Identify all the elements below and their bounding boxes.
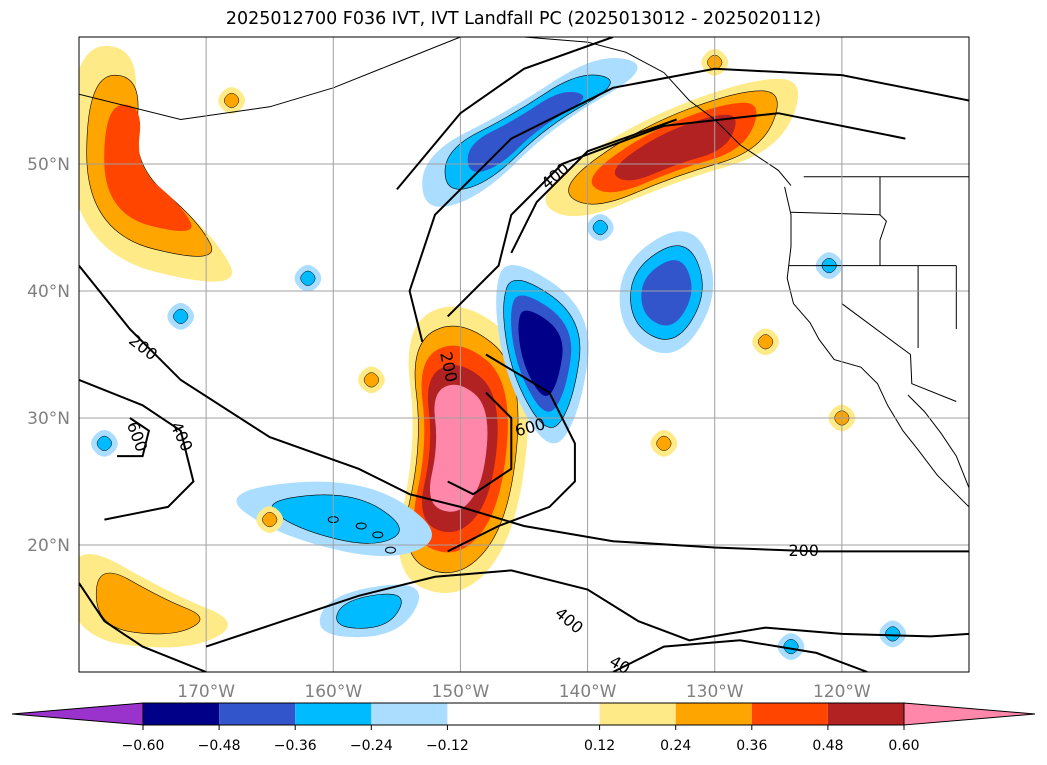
colorbar-segment (827, 703, 904, 725)
colorbar-segment (675, 703, 752, 725)
colorbar-frame (142, 702, 905, 726)
pc-small-core-12 (96, 435, 112, 451)
ivt-contour-0 (79, 264, 969, 553)
colorbar-segment (371, 703, 448, 725)
x-tick-label: 160°W (304, 682, 362, 702)
y-axis: 20°N 30°N 40°N 50°N (27, 155, 70, 556)
coastline-8 (910, 354, 957, 402)
pc-patch-3-level-1 (95, 572, 201, 635)
colorbar-extend-max (903, 702, 1036, 726)
colorbar-tick-label: 0.12 (584, 738, 615, 754)
colorbar: −0.60 −0.48 −0.36 −0.24 −0.12 0.12 0.24 0.36 0.4… (11, 702, 1036, 754)
coastlines (79, 37, 969, 554)
colorbar-tick-label: −0.12 (426, 738, 469, 754)
colorbar-tick-label: −0.60 (122, 738, 165, 754)
ivt-contour-7 (205, 569, 969, 648)
pc-small-core-9 (758, 334, 774, 350)
ivt-contour-4 (510, 118, 677, 254)
y-tick-label: 30°N (27, 409, 70, 429)
coastline-5 (879, 176, 887, 266)
colorbar-segment (751, 703, 828, 725)
colorbar-tick-label: −0.36 (274, 738, 317, 754)
ivt-pc-fills (79, 45, 907, 660)
chart-title: 2025012700 F036 IVT, IVT Landfall PC (20… (225, 9, 822, 29)
ivt-contour-5 (79, 378, 195, 521)
pc-patch-8-level-1 (336, 593, 402, 629)
pc-patch-6-level-2 (641, 260, 692, 326)
pc-patch-4-level-3 (518, 310, 563, 396)
colorbar-tick-label: −0.48 (198, 738, 241, 754)
colorbar-segment (295, 703, 372, 725)
pc-patch-0-level-4 (429, 384, 488, 512)
pc-patch-7-level-1 (271, 494, 400, 544)
pc-small-core-6 (300, 270, 316, 286)
colorbar-segment (219, 703, 296, 725)
pc-small-core-8 (885, 626, 901, 642)
colorbar-tick-label: 0.48 (812, 738, 843, 754)
plot-frame (78, 36, 970, 673)
coastline-1 (523, 37, 792, 186)
y-tick-label: 40°N (27, 282, 70, 302)
colorbar-tick-label: 0.24 (660, 738, 691, 754)
pc-small-core-0 (224, 92, 240, 109)
pc-small-core-3 (262, 512, 278, 528)
x-tick-label: 120°W (813, 682, 871, 702)
ivt-contour-6 (117, 417, 151, 458)
hawaii-island-1 (355, 522, 367, 530)
pc-small-core-13 (656, 435, 672, 451)
pc-patch-2-level-2 (104, 104, 192, 232)
ivt-contour-9 (447, 391, 513, 496)
y-tick-label: 50°N (27, 155, 70, 175)
ivt-contours (79, 37, 969, 672)
contour-label-2: 200 (788, 541, 819, 560)
hawaii-island-3 (385, 546, 396, 554)
pc-small-core-4 (363, 372, 379, 388)
colorbar-tick-label: 0.36 (736, 738, 767, 754)
x-tick-label: 150°W (432, 682, 490, 702)
ivt-contour-11 (79, 582, 207, 672)
ivt-contour-8 (612, 639, 868, 672)
colorbar-segment (447, 703, 600, 725)
gridlines (79, 37, 969, 672)
colorbar-extend-min (11, 702, 144, 726)
x-tick-label: 170°W (177, 682, 235, 702)
pc-small-core-5 (173, 308, 189, 324)
pc-small-core-10 (592, 219, 608, 236)
ivt-contour-2 (408, 67, 969, 343)
x-tick-label: 140°W (559, 682, 617, 702)
ivt-contour-10 (447, 353, 576, 553)
coastline-3 (907, 394, 969, 488)
colorbar-tick-label: −0.24 (350, 738, 393, 754)
coastline-2 (784, 186, 969, 508)
y-tick-label: 20°N (27, 536, 70, 556)
coastline-0 (79, 37, 461, 121)
colorbar-segment (599, 703, 676, 725)
hawaii-island-2 (372, 531, 384, 539)
x-axis: 170°W 160°W 150°W 140°W 130°W 120°W (177, 682, 871, 702)
coastline-11 (790, 211, 881, 216)
colorbar-tick-label: 0.60 (888, 738, 919, 754)
x-tick-label: 130°W (686, 682, 744, 702)
colorbar-segment (143, 703, 220, 725)
ivt-contour-1 (396, 37, 614, 191)
ivt-contour-3 (446, 112, 906, 318)
